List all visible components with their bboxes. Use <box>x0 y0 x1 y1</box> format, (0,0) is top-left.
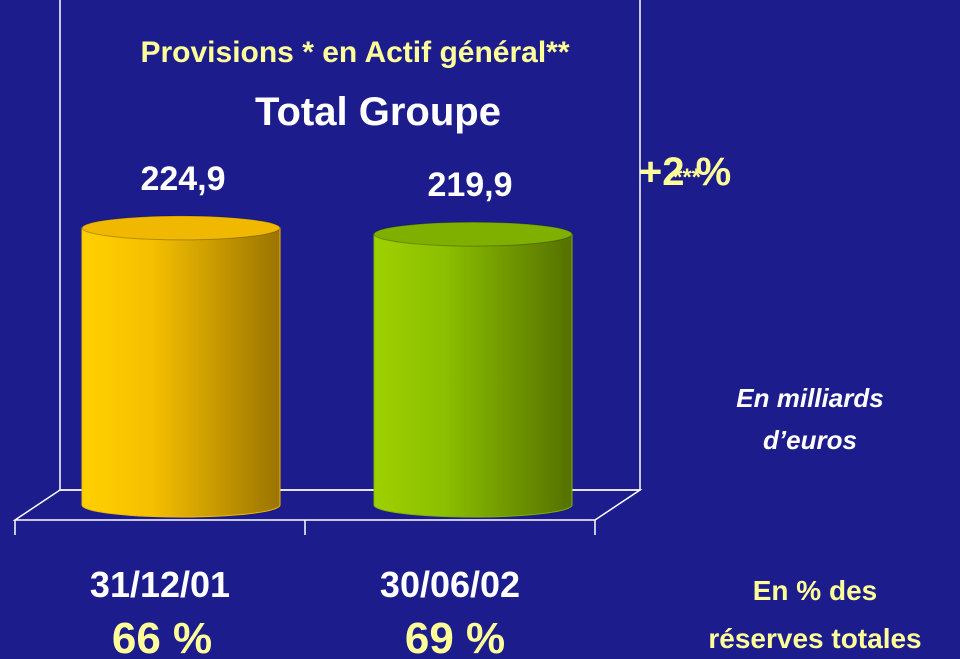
unit-label: d’euros <box>763 425 857 455</box>
value-label: 219,9 <box>427 166 512 204</box>
change-note: *** <box>673 164 702 191</box>
unit-label: En milliards <box>736 383 883 413</box>
cylinder-top <box>81 215 281 241</box>
value-label: 224,9 <box>140 160 225 198</box>
cylinder <box>81 215 281 518</box>
x-tick-label: 31/12/01 <box>90 564 230 605</box>
cylinder-body <box>81 227 281 518</box>
chart-title: Provisions * en Actif général** <box>140 36 569 69</box>
change-label: +2 % <box>639 150 731 194</box>
chart-subtitle: Total Groupe <box>255 90 501 134</box>
share-label: 66 % <box>112 614 212 659</box>
x-tick-label: 30/06/02 <box>380 564 520 605</box>
cylinder-top <box>373 221 573 247</box>
share-label: 69 % <box>405 614 505 659</box>
share-title: En % des <box>753 575 877 606</box>
cylinder <box>373 221 573 518</box>
cylinder-body <box>373 233 573 518</box>
bars <box>81 215 573 518</box>
share-title: réserves totales <box>708 623 921 654</box>
